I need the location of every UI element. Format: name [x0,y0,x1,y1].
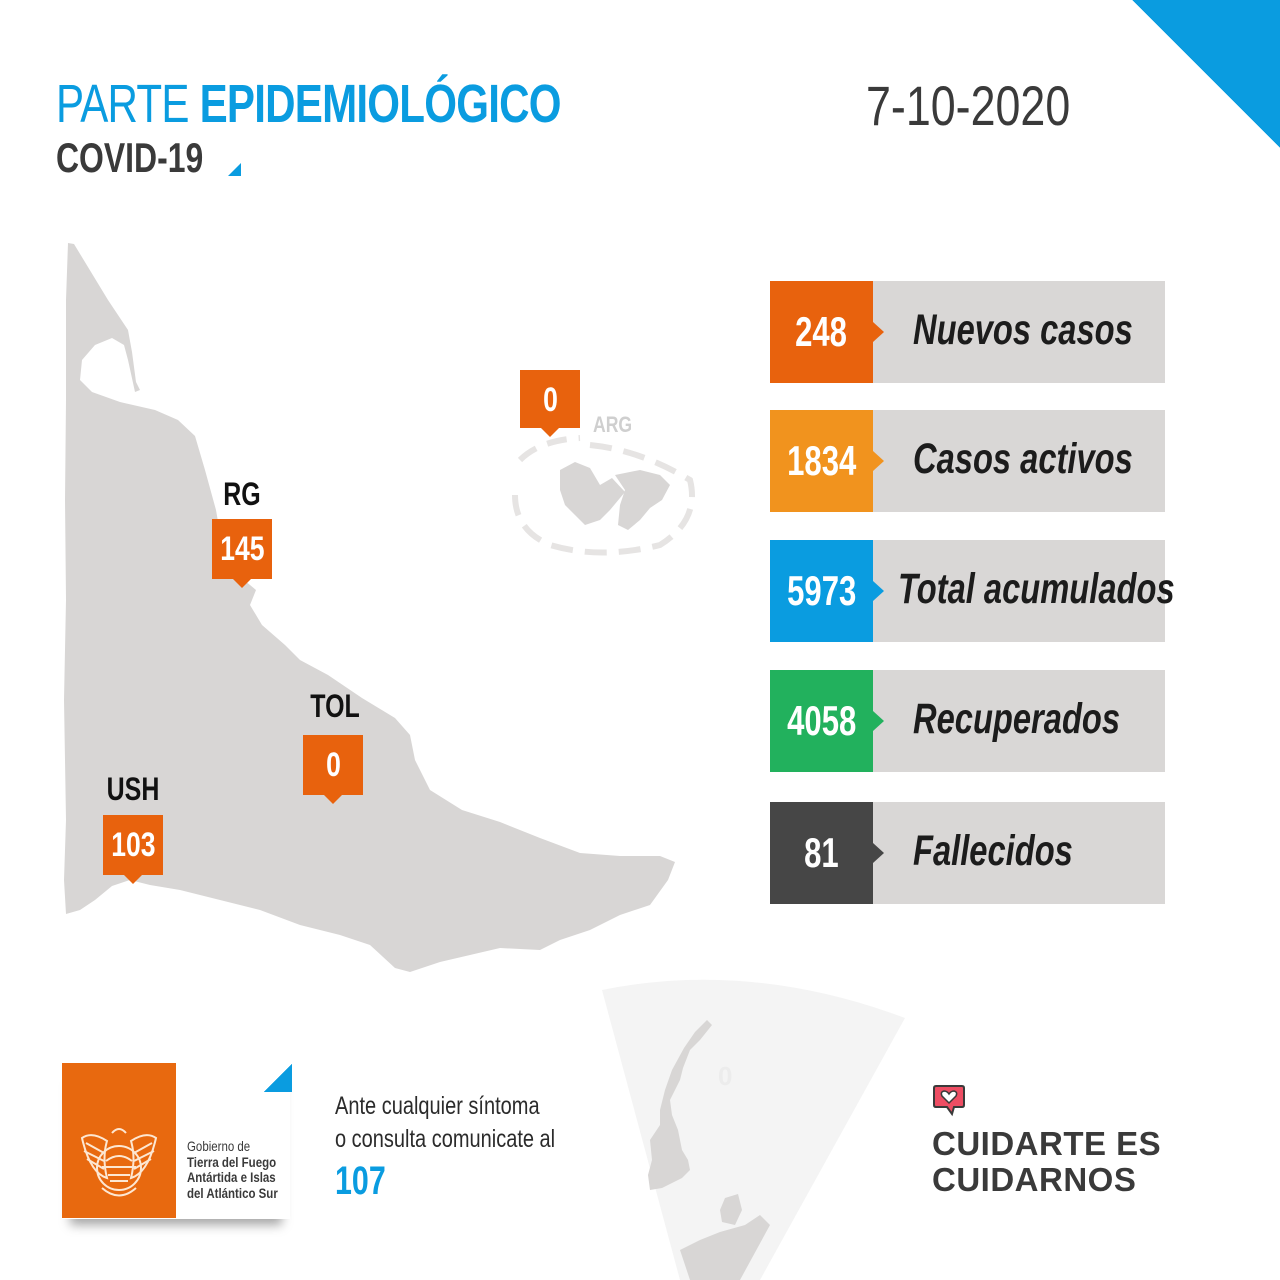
stat-label: Fallecidos [913,827,1073,875]
slogan: CUIDARTE ES CUIDARNOS [932,1126,1161,1198]
marker-ush[interactable]: 103 [103,815,163,884]
provincial-coat-of-arms-icon [80,1128,158,1197]
logo-orange-panel [62,1063,176,1218]
stat-label: Recuperados [913,695,1121,743]
stat-value: 1834 [786,437,857,484]
stat-value-box: 81 [770,802,873,904]
corner-triangle-decoration [1132,0,1280,148]
stat-label: Total acumulados [898,565,1175,613]
logo-blue-triangle-decoration [264,1064,292,1092]
contact-phone-number[interactable]: 107 [335,1159,386,1203]
marker-label-arg: ARG [593,412,633,437]
marker-label-rg: RG [223,476,261,512]
antartida-value: 0 [718,1061,732,1091]
stat-value-box: 5973 [770,540,873,642]
contact-line2: o consulta comunicate al [335,1125,556,1153]
stat-arrow-icon [873,581,884,601]
main-island-shape [64,243,675,972]
antartida-wedge [602,979,905,1280]
stat-arrow-icon [873,711,884,731]
subtitle-triangle-decoration [228,163,241,176]
slogan-line1: CUIDARTE ES [932,1125,1162,1162]
stat-value: 248 [795,308,848,355]
marker-label-tol: TOL [310,688,360,724]
marker-value-arg: 0 [542,381,558,419]
stat-value-box: 248 [770,281,873,383]
report-date: 7-10-2020 [866,74,1071,137]
logo-line1: Gobierno de [187,1138,251,1154]
marker-value-ush: 103 [110,826,156,864]
government-name: Gobierno de Tierra del Fuego Antártida e… [187,1138,278,1201]
heart-speech-bubble-icon [933,1085,965,1117]
stat-value: 81 [804,829,839,876]
marker-tol[interactable]: 0 [303,735,363,804]
marker-value-rg: 145 [219,530,265,568]
contact-line1: Ante cualquier síntoma [335,1092,540,1120]
marker-arg[interactable]: 0 [520,370,580,437]
stat-value: 4058 [786,697,857,744]
stat-label: Casos activos [913,435,1133,483]
stat-value-box: 1834 [770,410,873,512]
title-light: PARTE [56,74,200,134]
logo-line3: Antártida e Islas [187,1169,276,1185]
page-subtitle: COVID-19 [56,134,204,181]
title-bold: EPIDEMIOLÓGICO [199,74,562,134]
antartida-peninsula-shape [648,1020,712,1190]
stat-nuevos-casos: 248 Nuevos casos [770,281,1165,383]
stat-arrow-icon [873,451,884,471]
page-title: PARTE EPIDEMIOLÓGICO [56,74,562,134]
stat-total-acumulados: 5973 Total acumulados [770,540,1175,642]
marker-value-tol: 0 [325,746,341,784]
contact-message: Ante cualquier síntoma o consulta comuni… [335,1090,555,1156]
slogan-line2: CUIDARNOS [932,1161,1137,1198]
stat-recuperados: 4058 Recuperados [770,670,1165,772]
stat-fallecidos: 81 Fallecidos [770,802,1165,904]
stat-arrow-icon [873,322,884,342]
stat-label: Nuevos casos [913,306,1133,354]
logo-line2: Tierra del Fuego [187,1153,277,1170]
falkland-islands-shape [512,435,695,556]
stat-value-box: 4058 [770,670,873,772]
stat-value: 5973 [786,567,857,614]
marker-label-ush: USH [106,771,160,807]
stat-arrow-icon [873,843,884,863]
stat-casos-activos: 1834 Casos activos [770,410,1165,512]
logo-line4: del Atlántico Sur [187,1184,278,1201]
marker-rg[interactable]: 145 [212,519,272,588]
